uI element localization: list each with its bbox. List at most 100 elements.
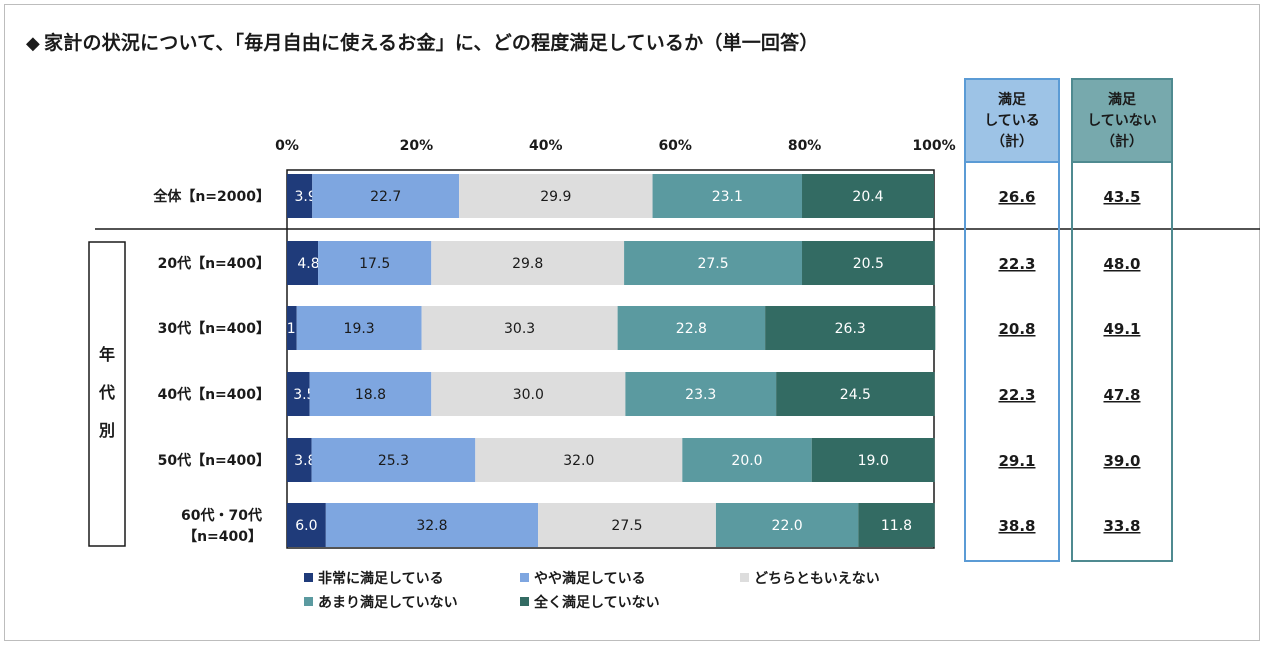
x-tick-label: 80% [788,138,822,154]
row-label: 40代【n=400】 [158,386,270,403]
summary-unsatisfied-header [1071,78,1173,163]
x-tick-label: 0% [275,138,299,154]
bar-segment-very_satisfied [287,306,297,350]
bar-segment-somewhat_satisfied [296,306,422,350]
data-label: 19.3 [344,321,375,337]
bar-segment-not_very_satisfied [682,438,812,482]
data-label: 25.3 [378,453,409,469]
data-label: 22.7 [370,189,401,205]
legend-label-not_at_all: 全く満足していない [533,594,660,611]
data-label: 27.5 [611,518,642,534]
bar-segment-neutral [475,438,683,482]
bar-segment-somewhat_satisfied [318,241,432,285]
diamond-marker-icon: ◆ [26,33,41,54]
row-label: 30代【n=400】 [158,320,270,337]
row-label: 全体【n=2000】 [152,188,270,205]
bar-segment-not_at_all [802,174,934,218]
plot-area-border [286,169,935,549]
summary-satisfied-value: 20.8 [998,320,1035,338]
bar-segment-neutral [431,241,625,285]
data-label: 29.9 [540,189,571,205]
data-label: 32.8 [416,518,447,534]
data-label: 3.8 [294,453,316,469]
data-label: 20.5 [853,256,884,272]
bar-segment-not_very_satisfied [652,174,803,218]
bar-segment-not_very_satisfied [624,241,803,285]
legend-swatch-not_very_satisfied [304,597,313,606]
data-label: 30.0 [513,387,544,403]
legend-label-somewhat_satisfied: やや満足している [534,570,646,587]
legend-swatch-very_satisfied [304,573,313,582]
bar-segment-very_satisfied [287,241,319,285]
legend-swatch-not_at_all [520,597,529,606]
bar-segment-not_at_all [776,372,935,416]
x-tick-label: 60% [658,138,692,154]
row-label: 50代【n=400】 [158,452,270,469]
summary-satisfied-header-text: 満足 [998,91,1027,108]
data-label: 4.8 [297,256,319,272]
legend-swatch-neutral [740,573,749,582]
data-label: 22.8 [676,321,707,337]
summary-satisfied-header-text: （計） [991,133,1033,150]
bar-segment-very_satisfied [287,372,310,416]
row-label: 60代・70代 [181,507,262,524]
data-label: 29.8 [512,256,543,272]
bar-segment-neutral [538,503,716,547]
summary-unsatisfied-value: 43.5 [1103,188,1140,206]
age-group-label-char: 年 [99,345,115,364]
age-group-label-char: 代 [98,383,115,402]
summary-satisfied-value: 22.3 [998,386,1035,404]
row-label: 【n=400】 [183,529,262,545]
legend-label-neutral: どちらともいえない [754,571,880,587]
bar-segment-somewhat_satisfied [325,503,539,547]
summary-satisfied-value: 22.3 [998,255,1035,273]
bar-segment-somewhat_satisfied [311,438,476,482]
bar-segment-not_at_all [858,503,935,547]
summary-satisfied-value: 38.8 [998,517,1035,535]
summary-unsatisfied-header-text: （計） [1101,133,1143,150]
bar-segment-not_very_satisfied [715,503,859,547]
summary-satisfied-value: 26.6 [998,188,1035,206]
data-label: 23.3 [685,387,716,403]
summary-satisfied-header-text: している [984,113,1040,129]
data-label: 11.8 [881,518,912,534]
data-label: 6.0 [295,518,317,534]
bar-segment-not_very_satisfied [625,372,777,416]
legend-swatch-somewhat_satisfied [520,573,529,582]
summary-unsatisfied-value: 39.0 [1103,452,1140,470]
summary-satisfied-header [964,78,1060,163]
bar-segment-somewhat_satisfied [312,174,460,218]
data-label: 26.3 [835,321,866,337]
summary-unsatisfied-value: 48.0 [1103,255,1140,273]
bar-segment-not_at_all [811,438,935,482]
legend-label-very_satisfied: 非常に満足している [318,570,444,587]
chart-title: ◆ 家計の状況について、「毎月自由に使えるお金」に、どの程度満足しているか（単一回… [26,28,819,55]
x-tick-label: 20% [400,138,434,154]
age-group-bracket [88,241,126,547]
data-label: 24.5 [840,387,871,403]
bar-segment-neutral [459,174,653,218]
data-label: 18.8 [355,387,386,403]
data-label: 19.0 [858,453,889,469]
age-group-label-char: 別 [99,421,115,440]
summary-unsatisfied-value: 47.8 [1103,386,1140,404]
bar-segment-very_satisfied [287,503,326,547]
summary-unsatisfied-header-text: していない [1087,113,1157,129]
data-label: 22.0 [772,518,803,534]
x-tick-label: 100% [912,138,955,154]
legend-label-not_very_satisfied: あまり満足していない [318,594,458,611]
data-label: 20.4 [852,189,883,205]
data-label: 32.0 [563,453,594,469]
bar-segment-not_at_all [802,241,935,285]
data-label: 27.5 [697,256,728,272]
row-label: 20代【n=400】 [158,255,270,272]
data-label: 30.3 [504,321,535,337]
summary-unsatisfied-value: 49.1 [1103,320,1140,338]
data-label: 20.0 [731,453,762,469]
chart-title-text: 家計の状況について、「毎月自由に使えるお金」に、どの程度満足しているか（単一回答… [44,32,819,54]
bar-segment-neutral [431,372,626,416]
summary-unsatisfied-value: 33.8 [1103,517,1140,535]
bar-segment-very_satisfied [287,438,312,482]
summary-unsatisfied-header-text: 満足 [1108,91,1137,108]
